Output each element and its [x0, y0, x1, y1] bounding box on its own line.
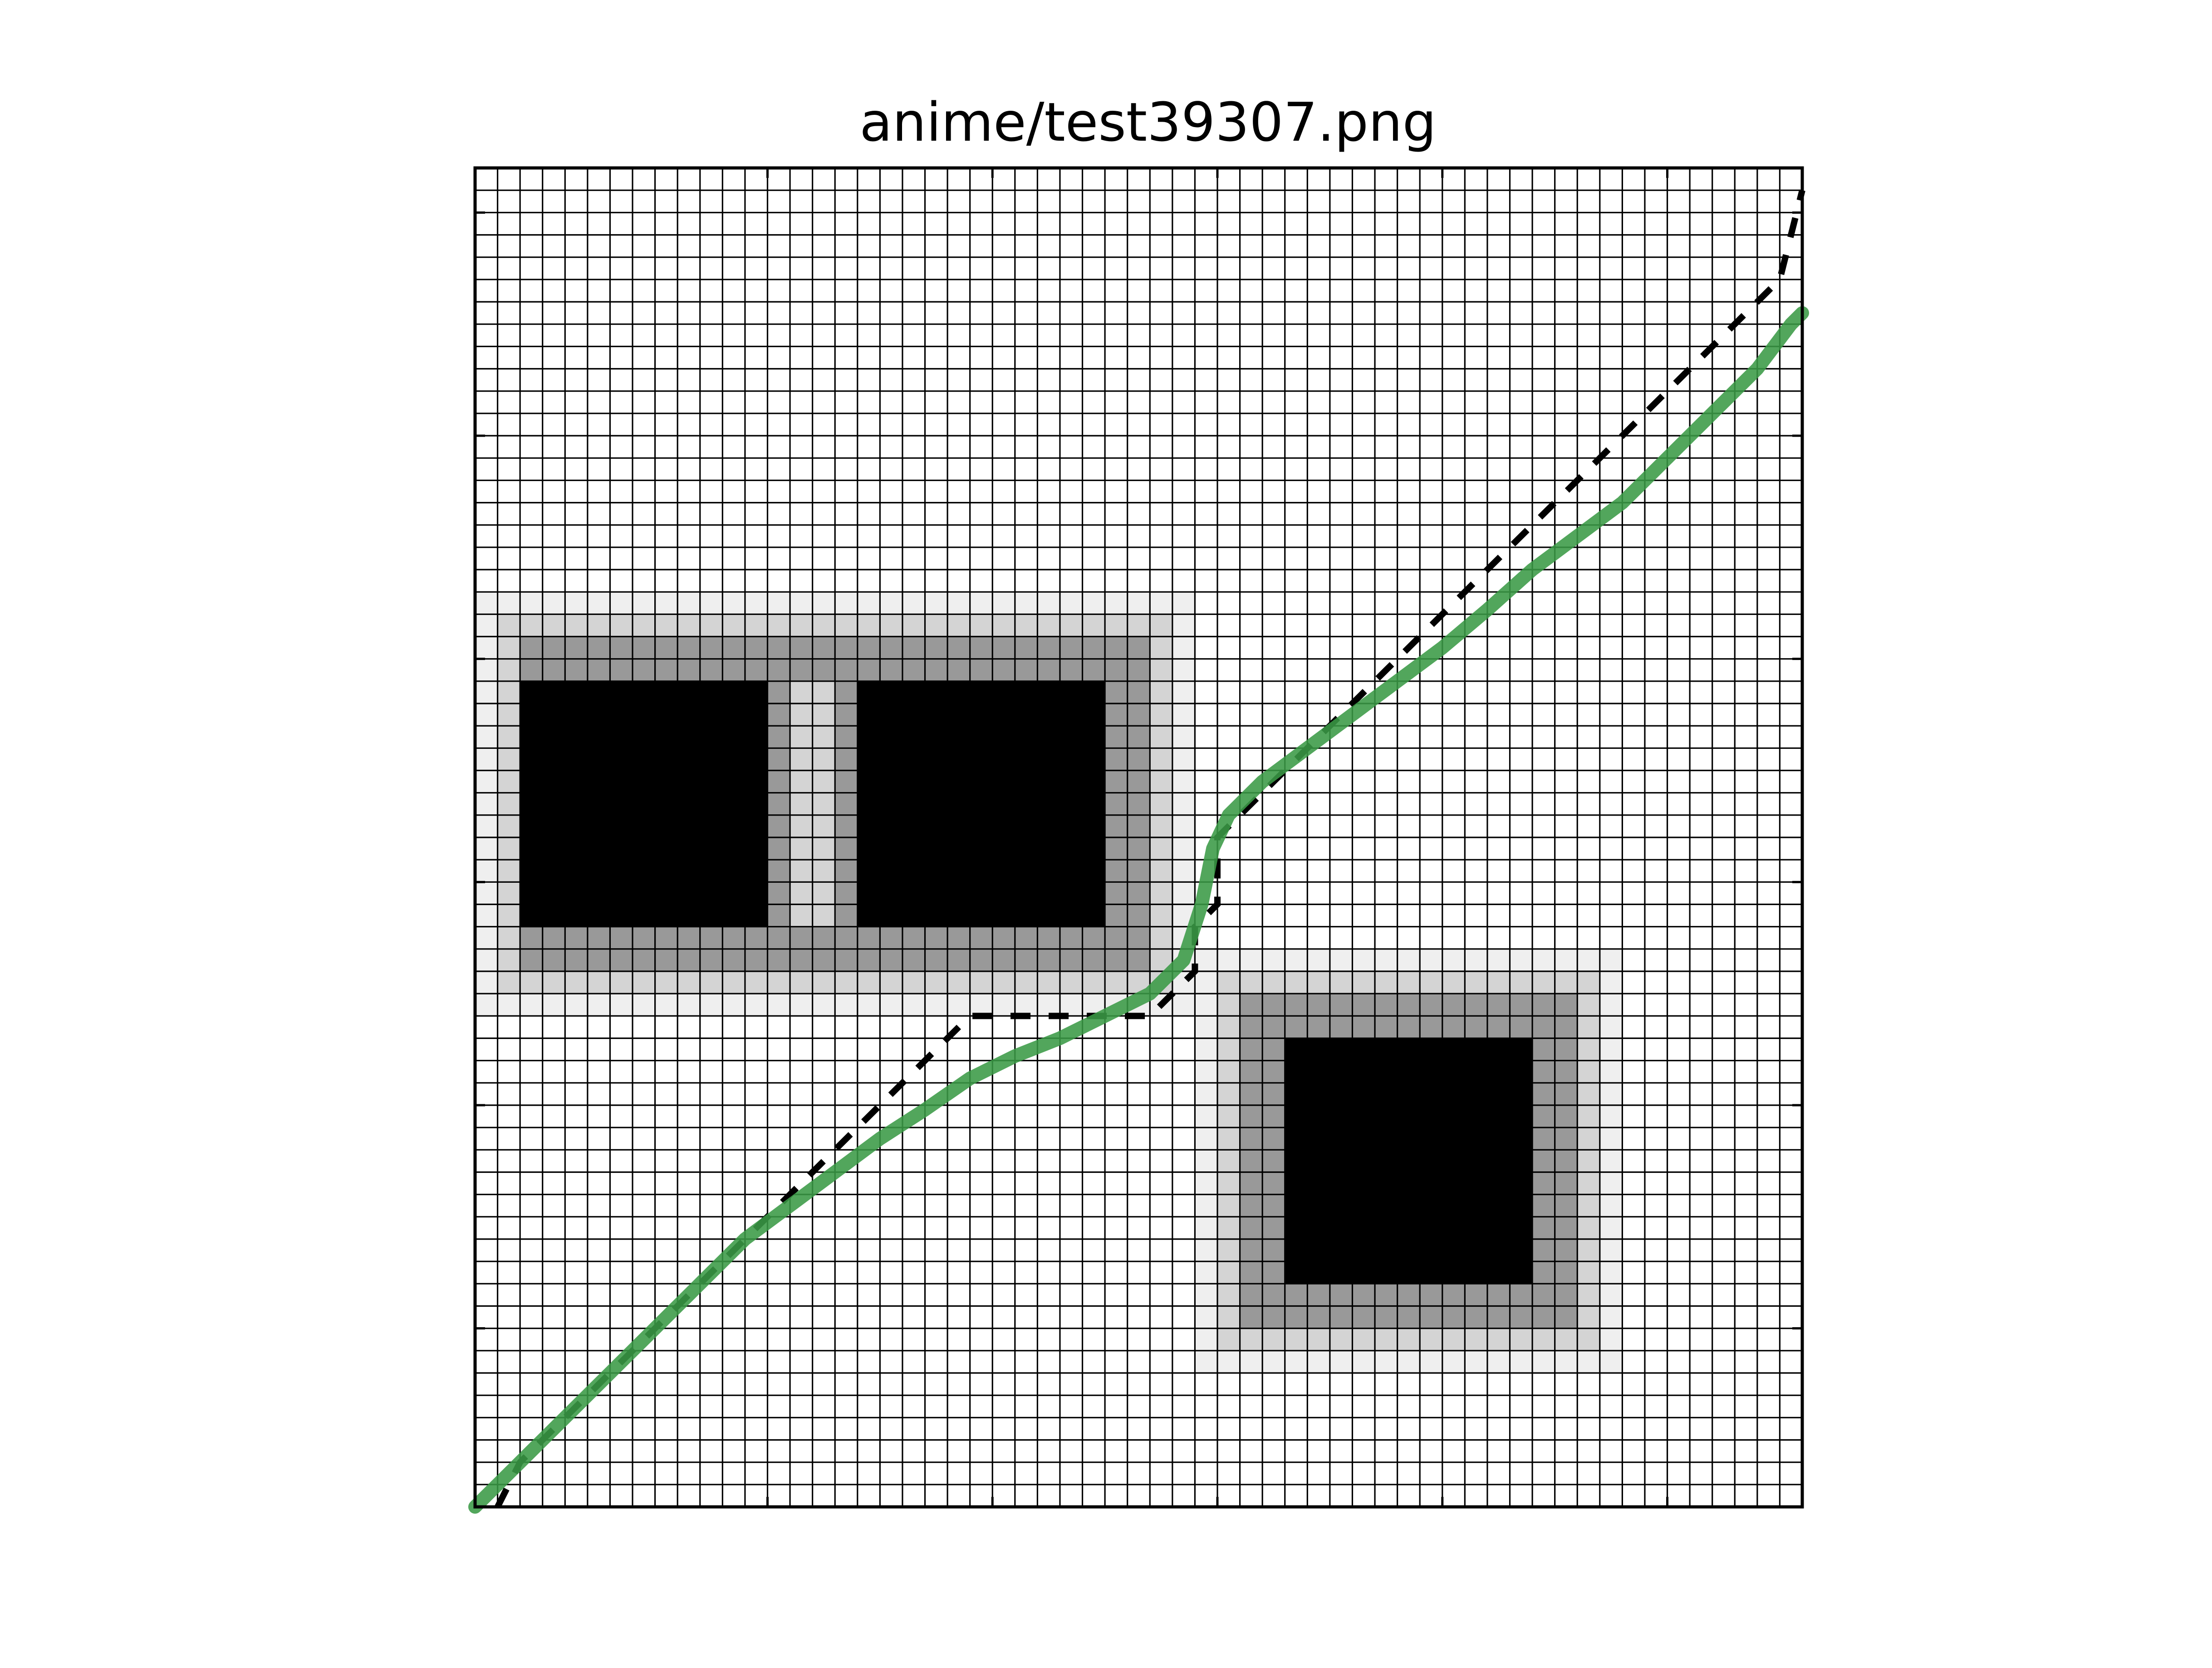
- series-layer: [468, 189, 1809, 1514]
- chart-title: anime/test39307.png: [859, 91, 1437, 153]
- plot-frame: [473, 166, 1804, 1509]
- shaded-block-2: [1195, 949, 1623, 1373]
- series-smooth-path: [468, 306, 1809, 1514]
- block-core-1: [520, 681, 768, 927]
- heatmap-cells: [475, 592, 1623, 1373]
- block-core-1: [1285, 1038, 1533, 1284]
- block-core-2: [857, 681, 1105, 927]
